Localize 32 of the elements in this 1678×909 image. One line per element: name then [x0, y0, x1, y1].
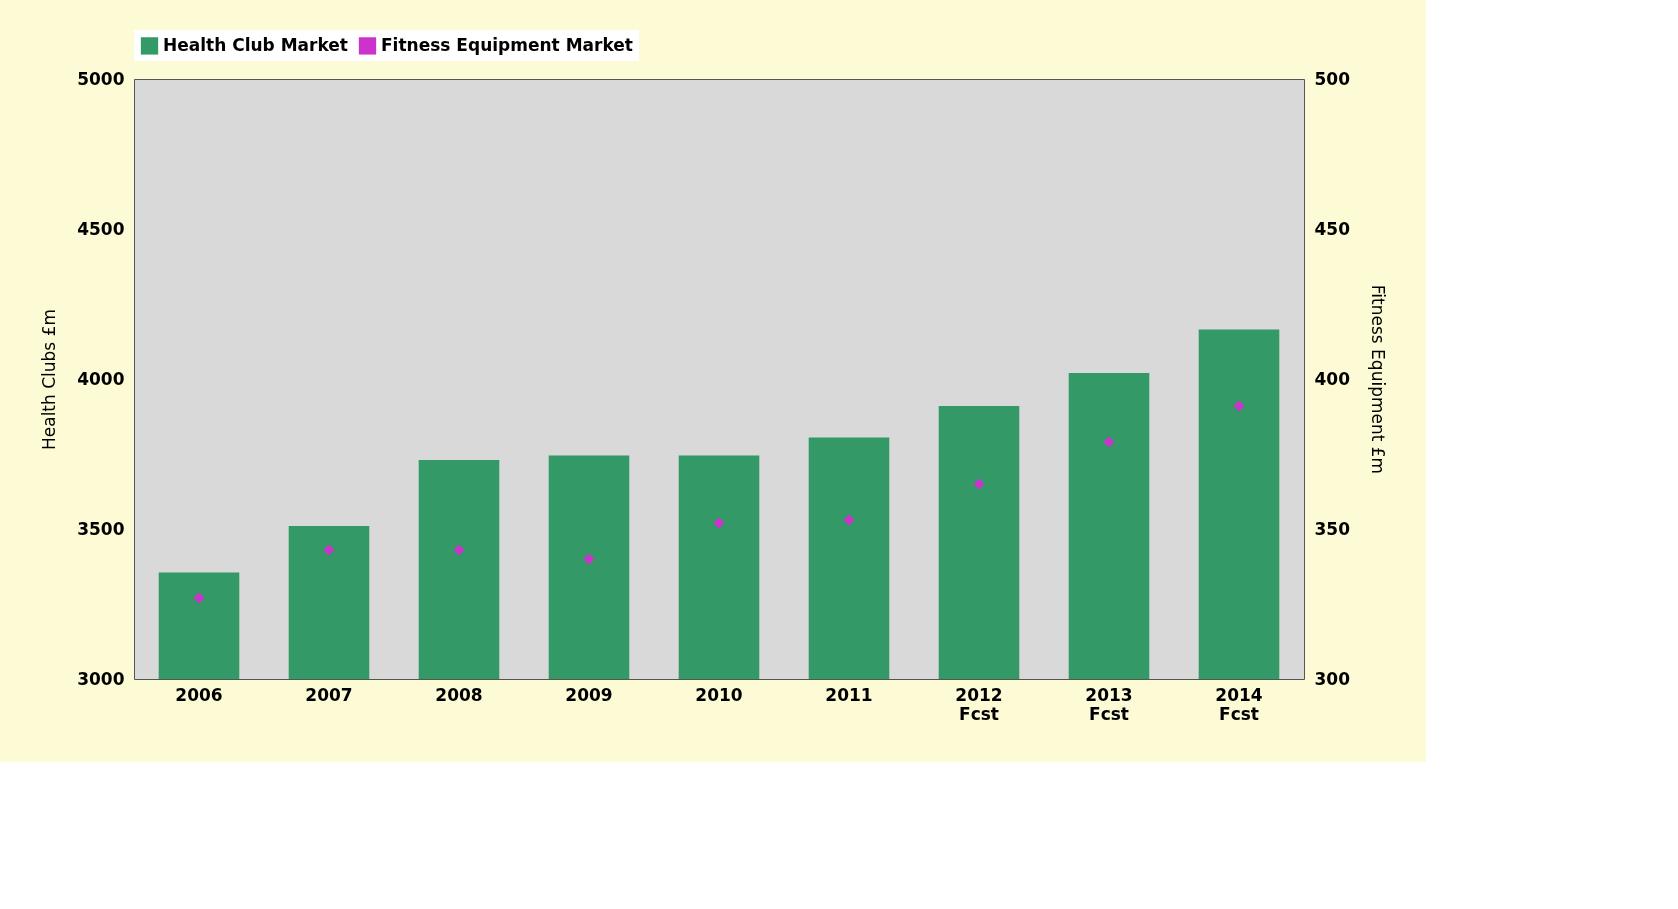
y2-tick-label: 500	[1314, 68, 1351, 89]
point	[1103, 436, 1115, 448]
point	[453, 544, 465, 556]
y-tick-label: 3500	[77, 518, 125, 539]
point	[973, 478, 985, 490]
y2-tick-label: 400	[1314, 368, 1351, 389]
x-tick-label: 2014 Fcst	[1215, 684, 1263, 724]
legend-label: Fitness Equipment Market	[381, 34, 633, 55]
x-tick-label: 2012 Fcst	[955, 684, 1003, 724]
y-tick-label: 4500	[77, 218, 125, 239]
y2-tick-label: 350	[1314, 518, 1351, 539]
y-tick-label: 4000	[77, 368, 125, 389]
y-tick-label: 5000	[77, 68, 125, 89]
y2-tick-label: 450	[1314, 218, 1351, 239]
x-tick-label: 2013 Fcst	[1085, 684, 1133, 724]
x-tick-label: 2008	[435, 684, 483, 705]
point	[713, 517, 725, 529]
y2-axis-title: Fitness Equipment £m	[1367, 284, 1388, 475]
y-axis-title: Health Clubs £m	[39, 308, 60, 451]
y-tick-label: 3000	[77, 668, 125, 689]
point	[1233, 400, 1245, 412]
x-tick-label: 2007	[305, 684, 353, 705]
y2-tick-label: 300	[1314, 668, 1351, 689]
point	[583, 553, 595, 565]
x-tick-label: 2010	[695, 684, 743, 705]
legend-label: Health Club Market	[163, 34, 348, 55]
x-tick-label: 2006	[175, 684, 223, 705]
point	[323, 544, 335, 556]
point	[843, 514, 855, 526]
point	[193, 592, 205, 604]
x-tick-label: 2011	[825, 684, 873, 705]
x-tick-label: 2009	[565, 684, 613, 705]
